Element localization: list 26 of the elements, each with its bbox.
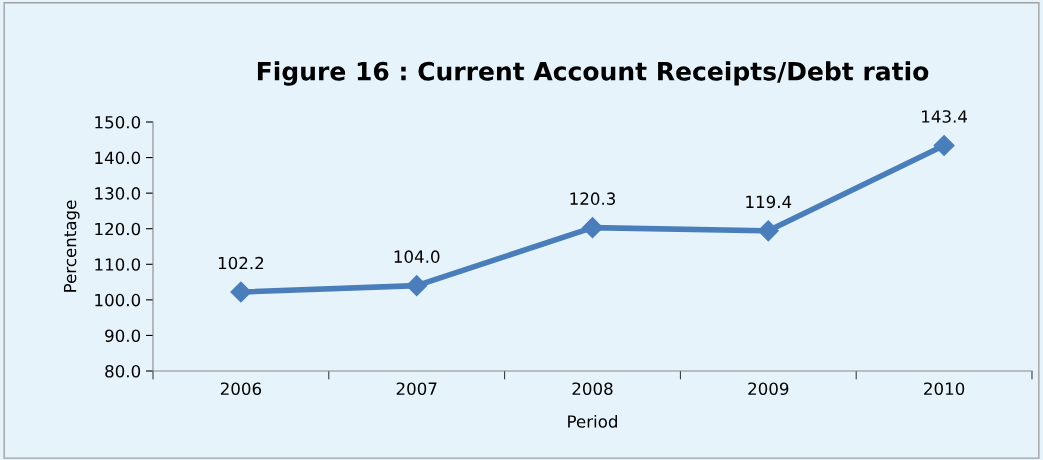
point bbox=[230, 281, 252, 303]
point bbox=[406, 275, 428, 297]
x-tick-label: 2010 bbox=[924, 382, 965, 396]
data-label: 143.4 bbox=[922, 110, 968, 123]
y-tick-label: 80.0 bbox=[105, 364, 141, 378]
data-label: 102.2 bbox=[218, 256, 264, 270]
point bbox=[757, 220, 779, 242]
y-tick-label: 140.0 bbox=[95, 151, 141, 165]
data-label: 120.3 bbox=[570, 192, 616, 205]
data-label: 104.0 bbox=[394, 250, 440, 263]
y-tick-label: 130.0 bbox=[95, 187, 141, 200]
y-axis-title: Percentage bbox=[63, 200, 80, 292]
x-tick-label: 2008 bbox=[572, 382, 613, 396]
point bbox=[933, 134, 955, 156]
data-label: 119.4 bbox=[746, 195, 792, 209]
y-tick-label: 90.0 bbox=[105, 329, 141, 342]
y-tick-label: 120.0 bbox=[95, 222, 141, 236]
y-tick-label: 150.0 bbox=[95, 115, 141, 129]
y-tick-label: 110.0 bbox=[95, 258, 141, 271]
point bbox=[581, 217, 604, 239]
x-axis-title: Period bbox=[568, 414, 617, 428]
chart-title: Figure 16 : Current Account Receipts/Debt ratio bbox=[257, 61, 929, 86]
x-tick-label: 2007 bbox=[396, 382, 437, 396]
x-tick-label: 2009 bbox=[748, 382, 789, 396]
y-tick-label: 100.0 bbox=[95, 293, 141, 307]
x-tick-label: 2006 bbox=[220, 382, 262, 396]
